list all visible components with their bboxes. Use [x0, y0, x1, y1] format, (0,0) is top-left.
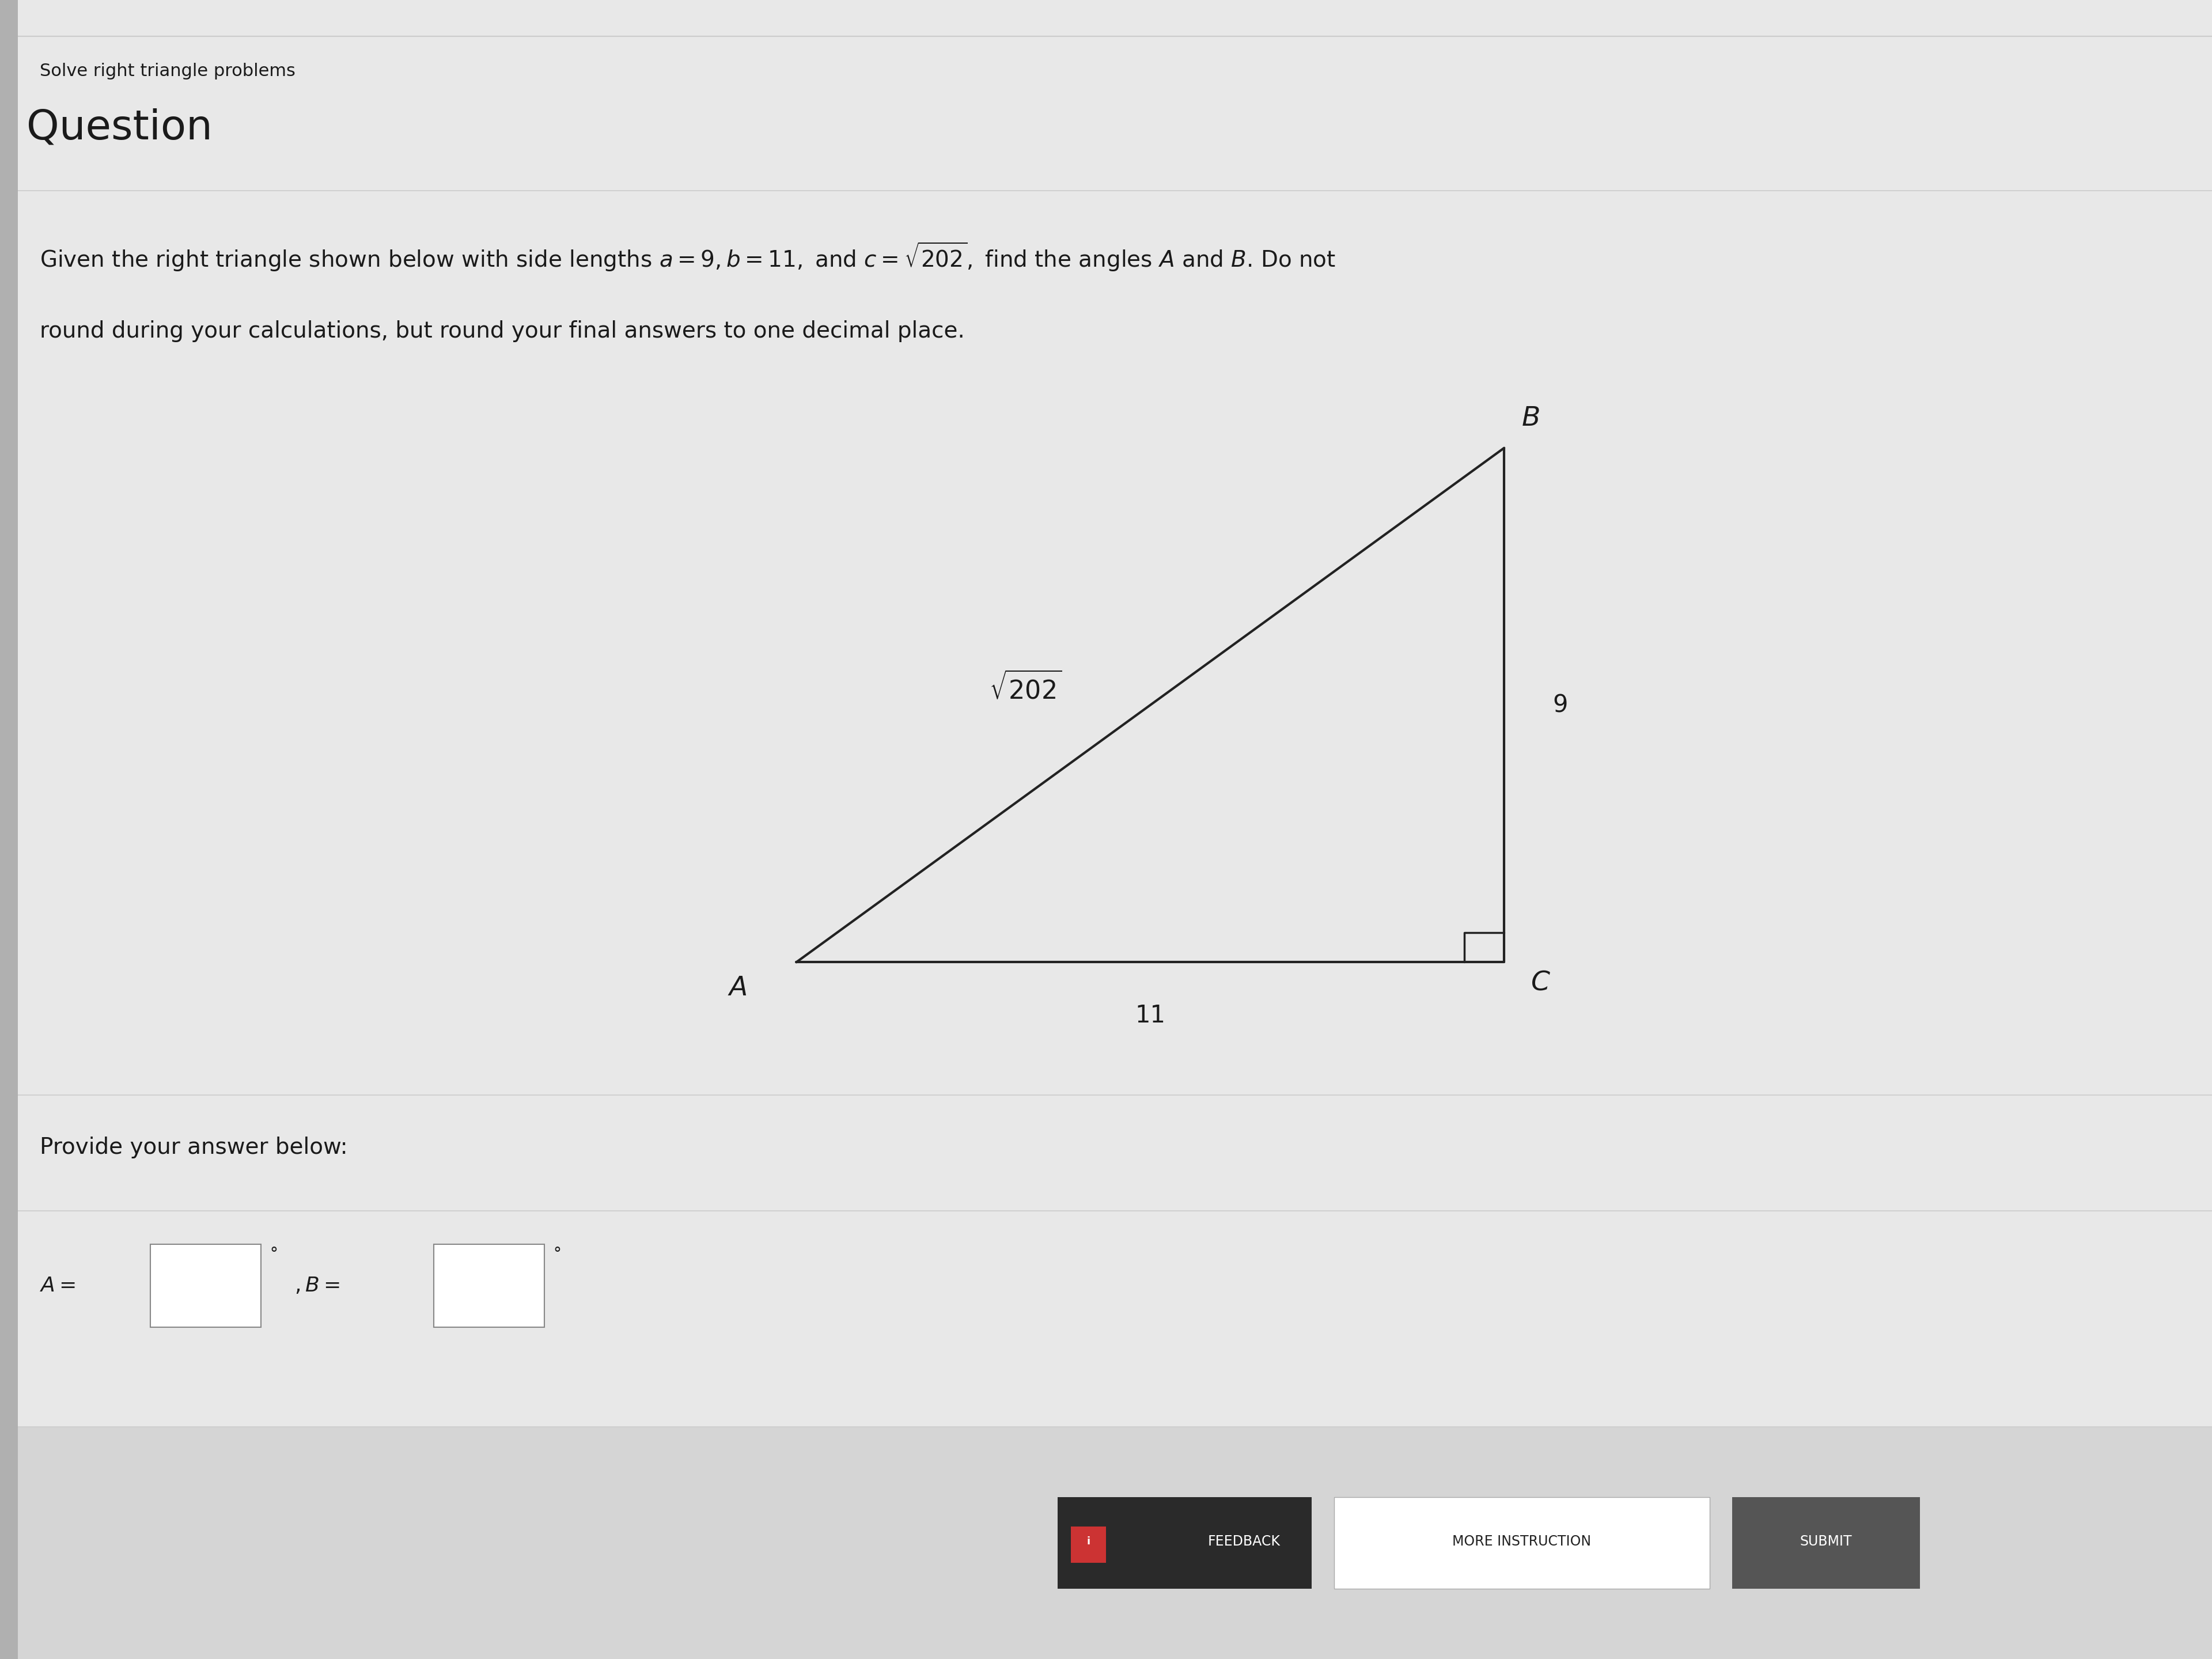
Text: FEEDBACK: FEEDBACK	[1208, 1535, 1281, 1548]
Bar	[1057, 1496, 1312, 1589]
Bar	[0, 1427, 2212, 1659]
Text: $\sqrt{202}$: $\sqrt{202}$	[989, 672, 1062, 705]
Bar	[1071, 1526, 1106, 1563]
Text: °: °	[270, 1246, 279, 1262]
Text: Question: Question	[27, 108, 212, 148]
Bar	[1732, 1496, 1920, 1589]
Text: $,B =$: $,B =$	[294, 1276, 341, 1296]
Bar	[0, 0, 18, 1659]
Bar	[434, 1244, 544, 1327]
Text: 11: 11	[1135, 1004, 1166, 1029]
Bar	[150, 1244, 261, 1327]
Text: Provide your answer below:: Provide your answer below:	[40, 1136, 347, 1158]
Text: Solve right triangle problems: Solve right triangle problems	[40, 63, 296, 80]
Text: 9: 9	[1553, 693, 1568, 717]
Text: i: i	[1086, 1536, 1091, 1546]
Text: C: C	[1531, 971, 1551, 997]
Text: MORE INSTRUCTION: MORE INSTRUCTION	[1453, 1535, 1590, 1548]
Bar	[1334, 1496, 1710, 1589]
Text: °: °	[553, 1246, 562, 1262]
Text: $A =$: $A =$	[40, 1276, 75, 1296]
Text: Given the right triangle shown below with side lengths $a = 9, b = 11,$ and $c =: Given the right triangle shown below wit…	[40, 241, 1336, 274]
Text: round during your calculations, but round your final answers to one decimal plac: round during your calculations, but roun…	[40, 320, 964, 342]
Text: SUBMIT: SUBMIT	[1801, 1535, 1851, 1548]
Text: A: A	[730, 975, 748, 1002]
Text: B: B	[1522, 405, 1540, 431]
